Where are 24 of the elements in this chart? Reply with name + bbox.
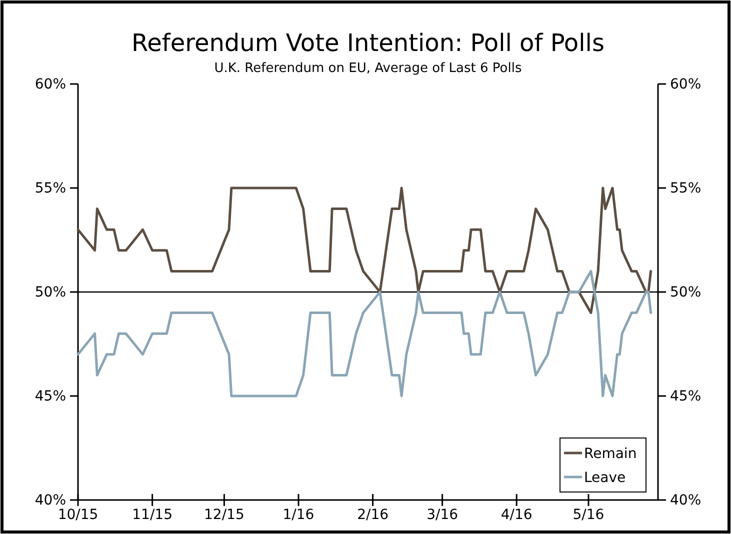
- y-tick-label: 50%: [34, 284, 66, 300]
- x-tick-label: 2/16: [357, 506, 389, 523]
- y-tick-label: 55%: [34, 180, 66, 196]
- y2-tick-label: 45%: [670, 388, 702, 404]
- x-tick-label: 3/16: [426, 506, 458, 523]
- y2-tick-label: 40%: [670, 492, 702, 508]
- x-tick-label: 1/16: [282, 506, 314, 523]
- x-tick-label: 10/15: [58, 506, 98, 523]
- x-tick-label: 11/15: [132, 506, 172, 523]
- y2-tick-label: 55%: [670, 180, 702, 196]
- y-tick-label: 45%: [34, 388, 66, 404]
- legend-label: Remain: [584, 446, 637, 462]
- x-tick-label: 4/16: [500, 506, 532, 523]
- x-tick-label: 5/16: [572, 506, 604, 523]
- legend-label: Leave: [584, 470, 626, 486]
- y2-tick-label: 50%: [670, 284, 702, 300]
- y-tick-label: 40%: [34, 492, 66, 508]
- y-tick-label: 60%: [34, 76, 66, 92]
- x-tick-label: 12/15: [204, 506, 244, 523]
- line-series: [76, 186, 652, 314]
- chart-subtitle: U.K. Referendum on EU, Average of Last 6 Polls: [214, 61, 522, 76]
- y2-tick-label: 60%: [670, 76, 702, 92]
- chart-title: Referendum Vote Intention: Poll of Polls: [132, 29, 604, 57]
- line-series: [76, 270, 652, 398]
